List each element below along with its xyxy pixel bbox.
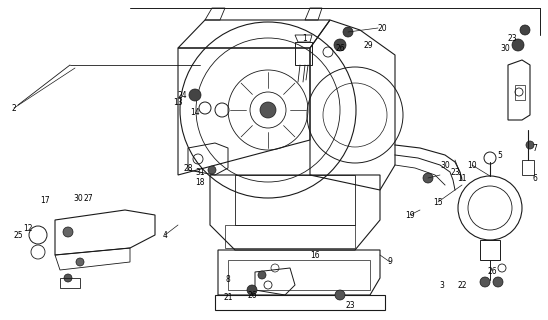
Circle shape <box>247 285 257 295</box>
Text: 21: 21 <box>223 293 233 302</box>
Text: 2: 2 <box>12 103 16 113</box>
Circle shape <box>334 39 346 51</box>
Text: 26: 26 <box>247 291 257 300</box>
Circle shape <box>260 102 276 118</box>
Text: 7: 7 <box>533 143 538 153</box>
Text: 23: 23 <box>450 167 460 177</box>
Circle shape <box>520 25 530 35</box>
Text: 1: 1 <box>302 34 307 43</box>
Circle shape <box>208 166 216 174</box>
Circle shape <box>423 173 433 183</box>
Text: 27: 27 <box>83 194 93 203</box>
Text: 6: 6 <box>533 173 538 182</box>
Text: 12: 12 <box>23 223 33 233</box>
Text: 30: 30 <box>73 194 83 203</box>
Text: 30: 30 <box>500 44 510 52</box>
Text: 26: 26 <box>487 268 497 276</box>
Circle shape <box>343 27 353 37</box>
Text: 8: 8 <box>226 276 230 284</box>
Text: 23: 23 <box>507 34 517 43</box>
Circle shape <box>63 227 73 237</box>
Text: 15: 15 <box>433 197 443 206</box>
Text: 5: 5 <box>498 150 503 159</box>
Text: 28: 28 <box>183 164 193 172</box>
Text: 4: 4 <box>163 230 168 239</box>
Circle shape <box>76 258 84 266</box>
Text: 11: 11 <box>457 173 467 182</box>
Circle shape <box>258 271 266 279</box>
Circle shape <box>526 141 534 149</box>
Text: 23: 23 <box>345 300 355 309</box>
Text: 29: 29 <box>363 41 373 50</box>
Text: 18: 18 <box>195 178 205 187</box>
Circle shape <box>512 39 524 51</box>
Text: 16: 16 <box>310 251 320 260</box>
Text: 30: 30 <box>440 161 450 170</box>
Circle shape <box>64 274 72 282</box>
Text: 31: 31 <box>195 167 205 177</box>
Text: 20: 20 <box>377 23 387 33</box>
Circle shape <box>189 89 201 101</box>
Text: 19: 19 <box>405 211 415 220</box>
Text: 22: 22 <box>457 281 467 290</box>
Text: 10: 10 <box>467 161 477 170</box>
Text: 9: 9 <box>387 258 392 267</box>
Text: 25: 25 <box>13 230 23 239</box>
Text: 26: 26 <box>335 44 345 52</box>
Text: 14: 14 <box>190 108 200 116</box>
Text: 17: 17 <box>40 196 50 204</box>
Text: 13: 13 <box>173 98 183 107</box>
Circle shape <box>493 277 503 287</box>
Circle shape <box>480 277 490 287</box>
Text: 3: 3 <box>439 281 444 290</box>
Circle shape <box>335 290 345 300</box>
Text: 24: 24 <box>177 91 187 100</box>
